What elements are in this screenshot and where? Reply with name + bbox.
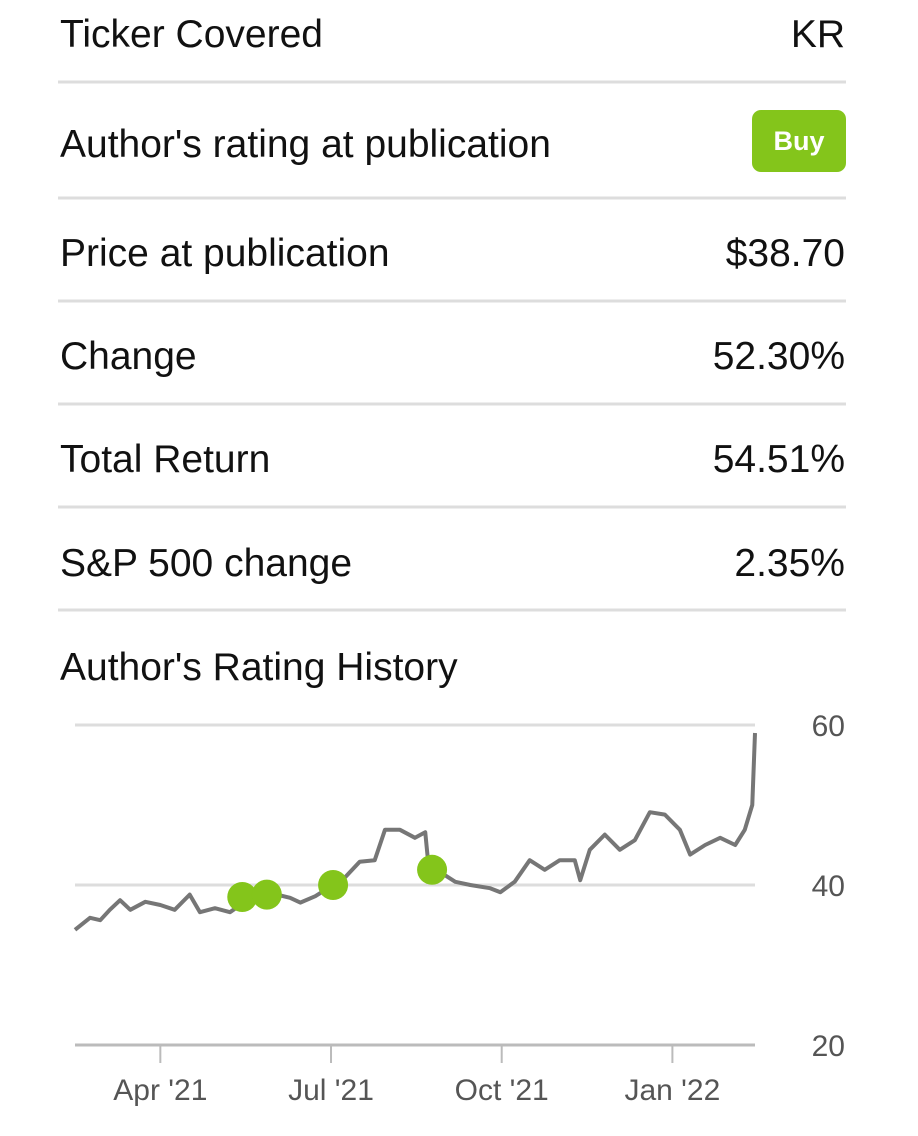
- row-label: Change: [60, 335, 197, 378]
- row-value: 2.35%: [734, 542, 845, 585]
- rating-point: [251, 879, 282, 910]
- row-label: Ticker Covered: [60, 13, 323, 56]
- x-tick-label: Jan '22: [624, 1074, 720, 1107]
- price-line: [73, 732, 757, 932]
- row-label: Author's rating at publication: [60, 123, 551, 166]
- y-tick-label: 40: [812, 870, 845, 903]
- rating-point: [417, 854, 448, 885]
- rating-badge: [752, 110, 846, 172]
- row-value: 52.30%: [713, 335, 845, 378]
- row-label: Total Return: [60, 438, 270, 481]
- row-label: Price at publication: [60, 232, 390, 275]
- row-value: $38.70: [726, 232, 845, 275]
- x-tick-label: Jul '21: [288, 1074, 374, 1107]
- x-tick-label: Oct '21: [455, 1074, 549, 1107]
- section-title: Author's Rating History: [60, 646, 458, 689]
- y-tick-label: 60: [812, 710, 845, 743]
- row-label: S&P 500 change: [60, 542, 352, 585]
- rating-point: [318, 870, 349, 900]
- row-value[interactable]: KR: [791, 13, 845, 56]
- x-tick-label: Apr '21: [113, 1074, 207, 1107]
- rating-point: [227, 882, 258, 912]
- row-value: 54.51%: [713, 438, 845, 481]
- rating-badge-text: Buy: [773, 126, 824, 156]
- y-tick-label: 20: [812, 1030, 845, 1063]
